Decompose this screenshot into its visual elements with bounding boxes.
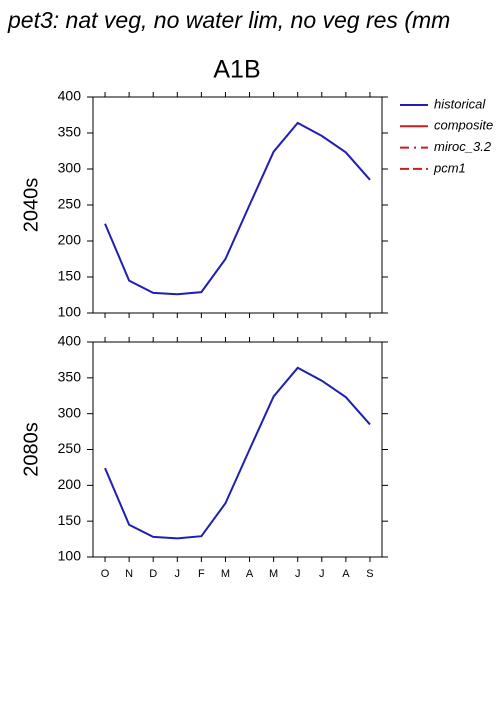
y-tick-label: 250	[58, 196, 82, 212]
y-tick-label: 300	[58, 160, 82, 176]
x-tick-label: D	[149, 568, 157, 580]
row-label: 2080s	[20, 422, 42, 477]
x-tick-label: F	[198, 568, 205, 580]
plot-frame	[92, 341, 383, 558]
x-tick-label: J	[295, 568, 301, 580]
y-tick-label: 150	[58, 268, 82, 284]
y-tick-label: 400	[58, 88, 82, 104]
y-tick-label: 350	[58, 369, 82, 385]
x-tick-label: A	[246, 568, 254, 580]
y-tick-label: 400	[58, 333, 82, 349]
x-tick-label: M	[221, 568, 230, 580]
series-line	[104, 121, 371, 296]
page-title: pet3: nat veg, no water lim, no veg res …	[7, 7, 450, 33]
x-tick-label: O	[101, 568, 110, 580]
y-tick-label: 100	[58, 548, 82, 564]
plot-frame	[92, 96, 383, 314]
y-tick-label: 100	[58, 304, 82, 320]
x-tick-label: M	[269, 568, 278, 580]
x-tick-label: N	[125, 568, 133, 580]
x-tick-label: S	[366, 568, 373, 580]
y-tick-label: 250	[58, 440, 82, 456]
y-tick-label: 300	[58, 404, 82, 420]
column-title: A1B	[213, 56, 260, 84]
y-tick-label: 350	[58, 124, 82, 140]
x-tick-label: J	[175, 568, 181, 580]
y-tick-label: 150	[58, 512, 82, 528]
row-label: 2040s	[20, 178, 42, 233]
legend-label: composite	[434, 118, 493, 133]
legend-label: pcm1	[433, 160, 466, 175]
legend-label: historical	[434, 96, 486, 111]
y-tick-label: 200	[58, 232, 82, 248]
x-tick-label: A	[342, 568, 350, 580]
legend-label: miroc_3.2	[434, 139, 492, 154]
x-tick-label: J	[319, 568, 325, 580]
series-line	[104, 366, 371, 540]
y-tick-label: 200	[58, 476, 82, 492]
